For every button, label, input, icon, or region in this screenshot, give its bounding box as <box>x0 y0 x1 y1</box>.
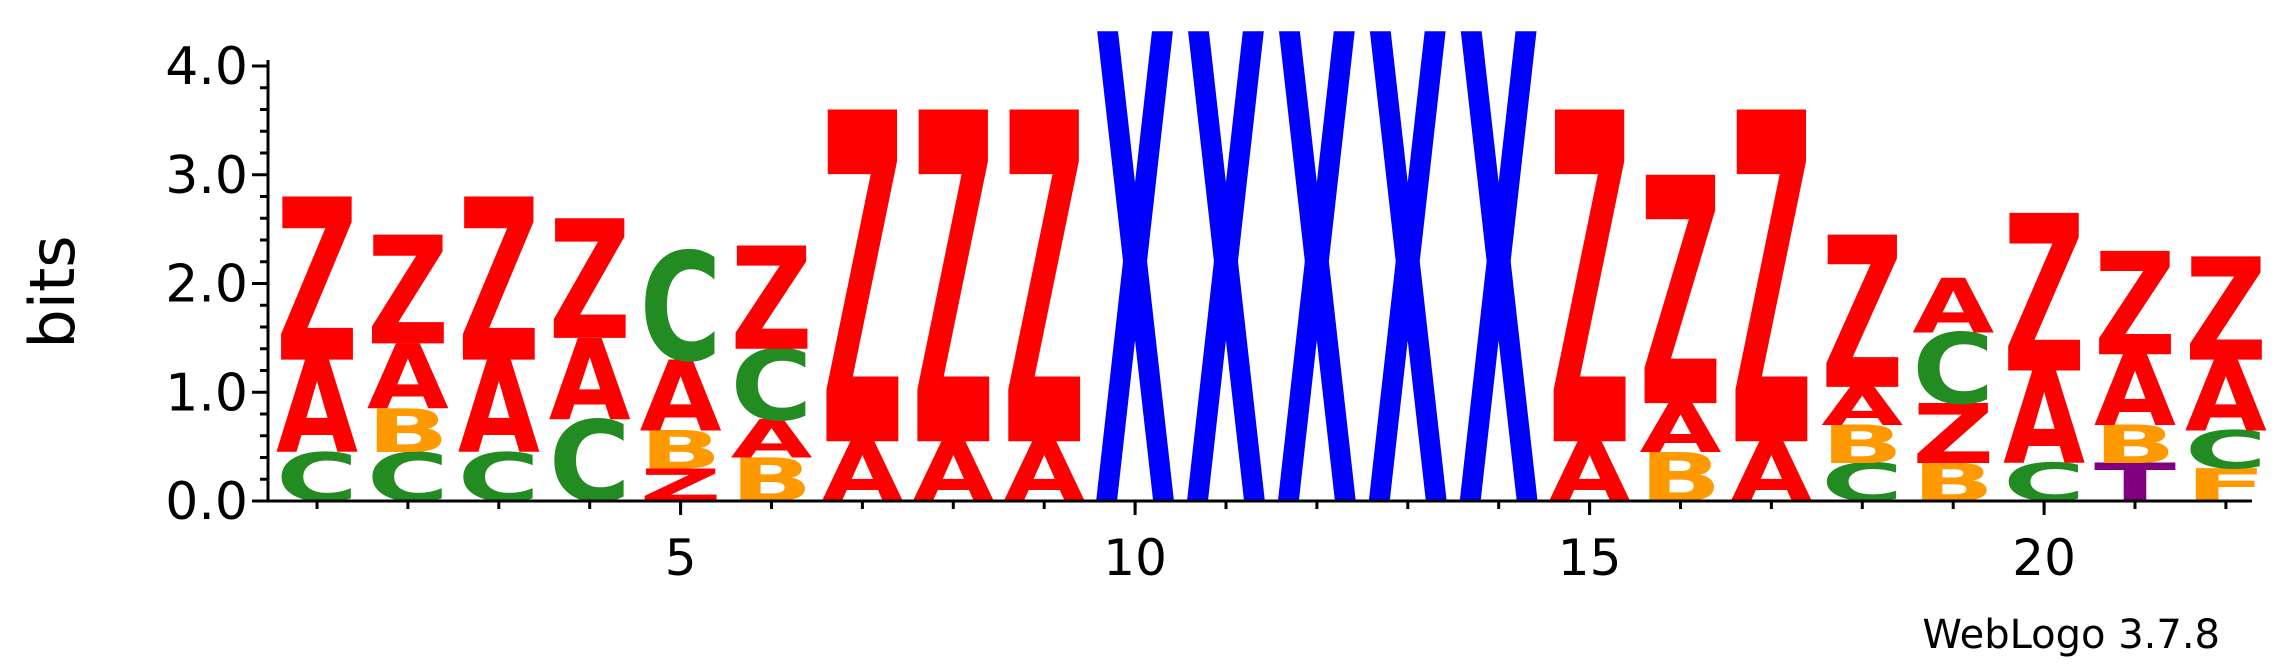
logo-letter-a: A <box>458 335 540 483</box>
logo-letter-z: Z <box>549 186 631 377</box>
logo-letter-z: Z <box>2094 224 2176 389</box>
y-tick-label: 1.0 <box>165 363 248 423</box>
x-tick-label: 10 <box>1103 529 1167 587</box>
logo-letter-a: A <box>1912 263 1994 350</box>
logo-letter-z: Z <box>1821 193 1903 437</box>
y-axis-label: bits <box>16 235 89 348</box>
axes-layer: 0.0 1.0 2.0 3.0 4.0 5 10 15 20 <box>165 37 2252 587</box>
logo-letter-x: X <box>1185 0 1267 653</box>
logo-letter-z: Z <box>1730 20 1812 550</box>
logo-letter-z: Z <box>1912 387 1994 483</box>
logo-letter-b: B <box>1821 415 1903 476</box>
logo-letter-z: Z <box>1549 20 1631 550</box>
y-tick-label: 4.0 <box>165 37 248 97</box>
logo-letter-z: Z <box>821 20 903 550</box>
logo-letter-z: Z <box>731 218 813 383</box>
logo-letter-x: X <box>1458 0 1540 653</box>
logo-letter-a: A <box>2003 346 2085 494</box>
credit-text: WebLogo 3.7.8 <box>1922 612 2220 658</box>
logo-letter-b: B <box>640 420 722 481</box>
logo-letter-z: Z <box>2003 170 2085 422</box>
x-tick-label: 15 <box>1558 529 1622 587</box>
logo-letter-a: A <box>1821 376 1903 437</box>
logo-letter-b: B <box>2094 415 2176 476</box>
logo-letter-c: C <box>2185 420 2267 481</box>
logo-letter-z: Z <box>458 151 540 412</box>
logo-letter-z: Z <box>1640 112 1722 478</box>
logo-letter-x: X <box>1276 0 1358 653</box>
logo-letter-z: Z <box>276 151 358 412</box>
logo-letter-b: B <box>367 396 449 466</box>
logo-letter-a: A <box>731 409 813 470</box>
logo-letter-z: Z <box>367 206 449 380</box>
x-tick-label: 20 <box>2012 529 2076 587</box>
logo-letter-z: Z <box>912 20 994 550</box>
logo-letter-x: X <box>1367 0 1449 653</box>
logo-letter-a: A <box>549 316 631 446</box>
logo-letter-a: A <box>367 326 449 430</box>
logo-letter-a: A <box>1640 390 1722 468</box>
logo-letter-c: C <box>731 330 813 443</box>
logo-letter-a: A <box>2185 341 2267 454</box>
y-tick-label: 2.0 <box>165 255 248 315</box>
logo-letter-z: Z <box>1003 20 1085 550</box>
logo-letter-a: A <box>276 335 358 483</box>
x-tick-label: 5 <box>665 529 697 587</box>
logo-letter-c: C <box>640 223 722 396</box>
logo-letter-z: Z <box>2185 229 2267 394</box>
y-tick-label: 0.0 <box>165 472 248 532</box>
logo-letter-x: X <box>1094 0 1176 653</box>
logo-letter-a: A <box>2094 335 2176 448</box>
logo-letter-c: C <box>1912 313 1994 426</box>
y-tick-label: 3.0 <box>165 146 248 206</box>
logo-letter-a: A <box>640 341 722 454</box>
